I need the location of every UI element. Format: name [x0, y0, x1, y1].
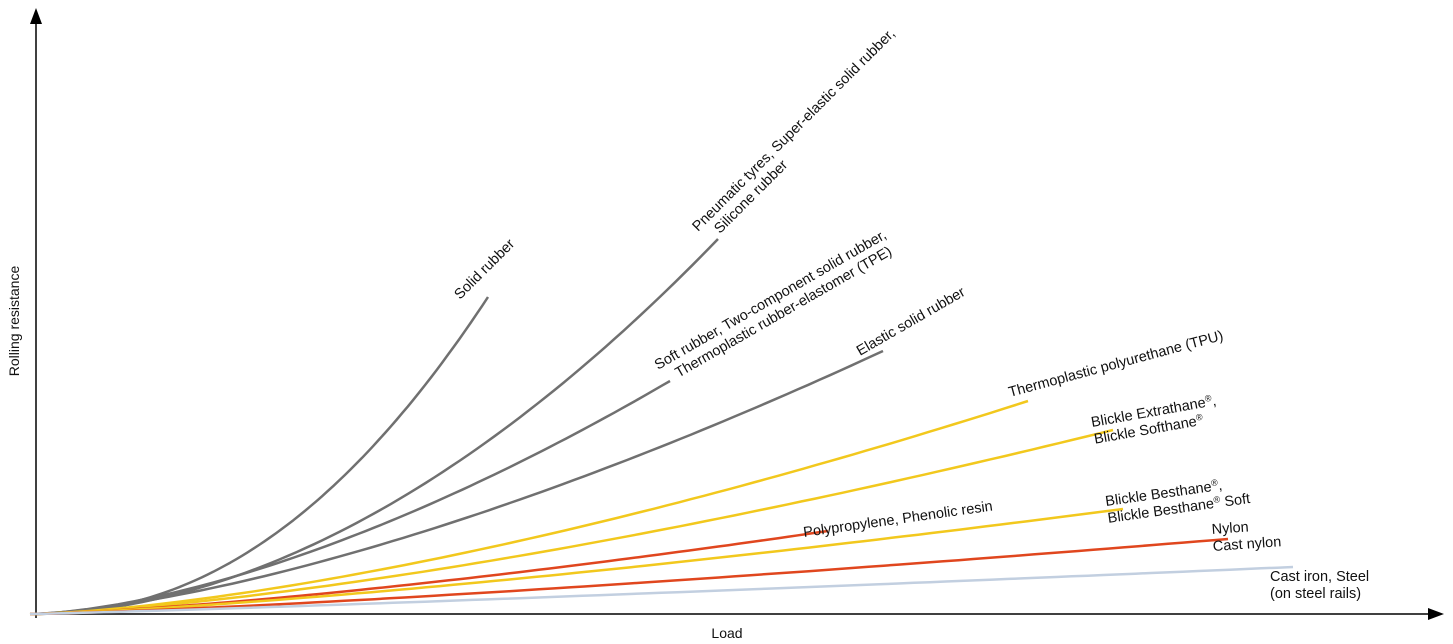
series-label-line: Cast nylon — [1212, 534, 1281, 555]
series-label-line: Polypropylene, Phenolic resin — [802, 499, 993, 541]
series-label-line: Cast iron, Steel — [1270, 569, 1369, 585]
y-axis-label: Rolling resistance — [6, 266, 22, 377]
label-pneumatic-tyres-super-elastic-solid-rubber-silicone-rubber: Pneumatic tyres, Super-elastic solid rub… — [690, 26, 911, 247]
y-axis — [30, 8, 42, 618]
series-label-line: Solid rubber — [452, 236, 519, 303]
series-line-pneumatic-tyres-super-elastic-solid-rubber-silicone-rubber — [30, 239, 718, 614]
label-thermoplastic-polyurethane-tpu: Thermoplastic polyurethane (TPU) — [1007, 328, 1225, 401]
label-elastic-solid-rubber: Elastic solid rubber — [854, 284, 968, 359]
x-axis — [30, 608, 1444, 620]
series-label-line: Thermoplastic polyurethane (TPU) — [1007, 328, 1225, 401]
y-axis-arrow-icon — [30, 8, 42, 24]
series-label-line: Elastic solid rubber — [854, 284, 968, 359]
series-line-blickle-besthane-blickle-besthane-soft — [30, 509, 1123, 614]
x-axis-arrow-icon — [1428, 608, 1444, 620]
series-label-line: (on steel rails) — [1270, 586, 1361, 602]
label-soft-rubber-two-component-solid-rubber-thermoplastic-rubber-elastomer-tpe: Soft rubber, Two-component solid rubber,… — [652, 227, 898, 388]
label-polypropylene-phenolic-resin: Polypropylene, Phenolic resin — [802, 499, 993, 541]
series-label-line: Soft rubber, Two-component solid rubber, — [652, 227, 889, 373]
label-solid-rubber: Solid rubber — [452, 236, 519, 303]
label-cast-iron-steel-on-steel-rails: Cast iron, Steel(on steel rails) — [1270, 569, 1369, 602]
label-blickle-extrathane-blickle-softhane: Blickle Extrathane®,Blickle Softhane® — [1090, 392, 1221, 447]
series-line-soft-rubber-two-component-solid-rubber-thermoplastic-rubber-elastomer-tpe — [30, 381, 670, 614]
x-axis-label: Load — [711, 625, 742, 641]
series-label-line: Nylon — [1211, 519, 1249, 538]
series-label-line: Pneumatic tyres, Super-elastic solid rub… — [690, 26, 899, 235]
label-blickle-besthane-blickle-besthane-soft: Blickle Besthane®,Blickle Besthane® Soft — [1104, 473, 1251, 527]
curve-labels: Solid rubber Pneumatic tyres, Super-elast… — [452, 26, 1370, 602]
series-line-thermoplastic-polyurethane-tpu — [30, 401, 1028, 614]
